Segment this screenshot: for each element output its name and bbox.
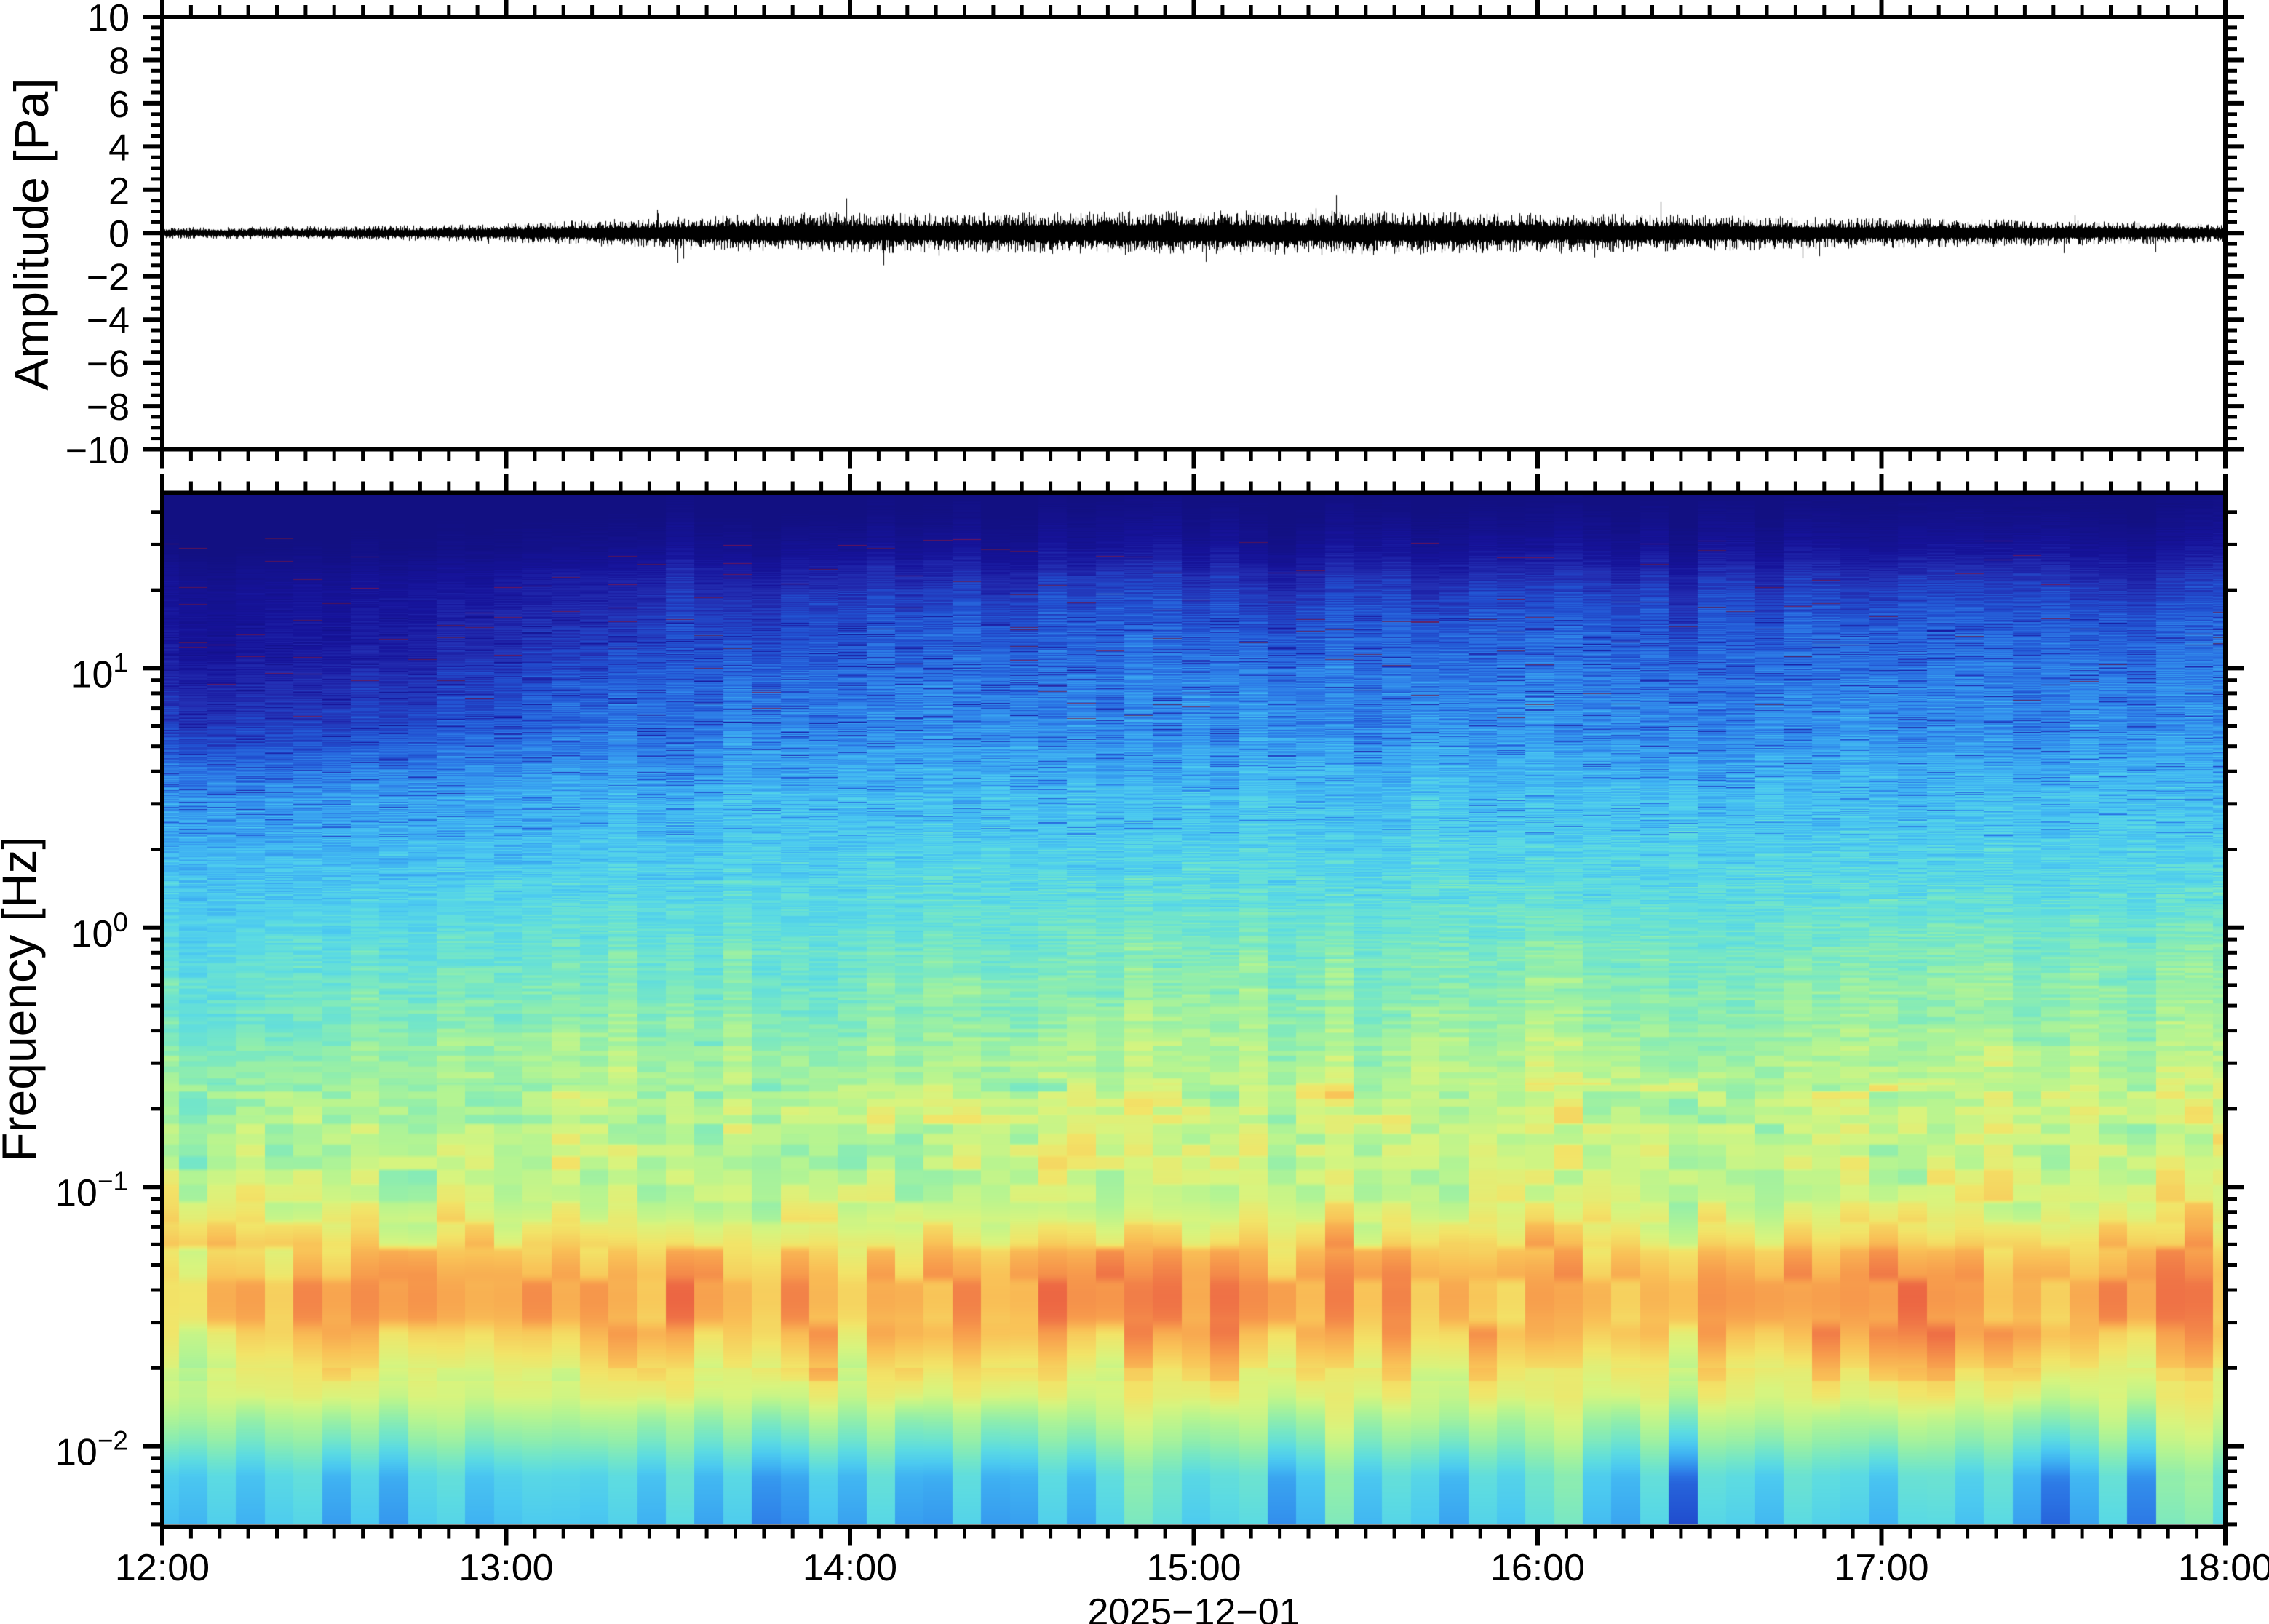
svg-text:Frequency [Hz]: Frequency [Hz] xyxy=(0,836,46,1162)
svg-text:10: 10 xyxy=(87,0,130,39)
svg-text:10−1: 10−1 xyxy=(55,1166,128,1214)
svg-text:−6: −6 xyxy=(87,343,130,386)
svg-text:4: 4 xyxy=(108,127,130,169)
svg-text:10−2: 10−2 xyxy=(55,1426,128,1474)
svg-text:−2: −2 xyxy=(87,257,130,299)
svg-text:13:00: 13:00 xyxy=(458,1547,553,1589)
svg-text:8: 8 xyxy=(108,41,130,83)
svg-text:−10: −10 xyxy=(65,430,130,472)
svg-text:−4: −4 xyxy=(87,300,130,342)
svg-text:14:00: 14:00 xyxy=(803,1547,897,1589)
svg-text:18:00: 18:00 xyxy=(2178,1547,2269,1589)
svg-text:2: 2 xyxy=(108,170,130,212)
svg-text:12:00: 12:00 xyxy=(115,1547,210,1589)
svg-text:100: 100 xyxy=(71,907,128,955)
svg-text:17:00: 17:00 xyxy=(1834,1547,1928,1589)
svg-text:−8: −8 xyxy=(87,386,130,429)
svg-text:15:00: 15:00 xyxy=(1146,1547,1241,1589)
svg-text:101: 101 xyxy=(71,648,128,696)
svg-text:0: 0 xyxy=(108,213,130,255)
svg-text:Amplitude [Pa]: Amplitude [Pa] xyxy=(4,78,58,390)
svg-text:6: 6 xyxy=(108,84,130,126)
svg-text:2025−12−01: 2025−12−01 xyxy=(1087,1591,1300,1624)
svg-text:16:00: 16:00 xyxy=(1490,1547,1585,1589)
